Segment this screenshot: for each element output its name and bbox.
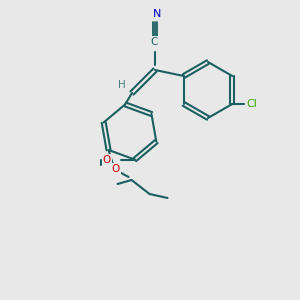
Text: C: C: [150, 37, 158, 47]
Text: H: H: [118, 80, 126, 90]
Text: N: N: [153, 9, 161, 19]
Text: Cl: Cl: [247, 99, 258, 109]
Text: O: O: [111, 164, 120, 174]
Text: O: O: [103, 154, 111, 165]
